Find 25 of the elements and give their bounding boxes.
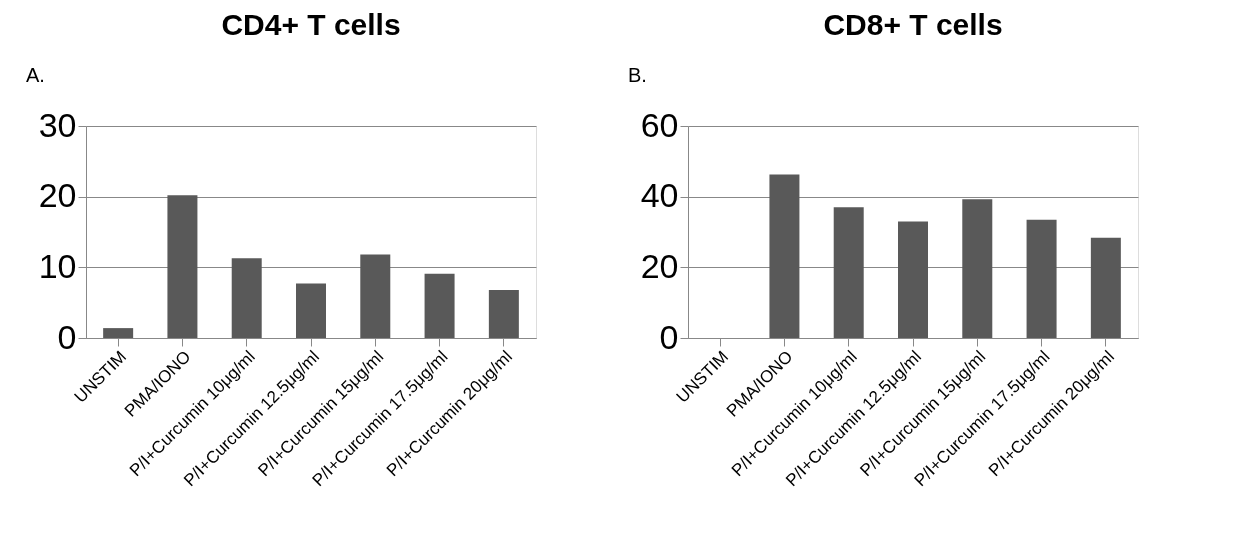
y-tick-label: 10 [38,246,77,285]
y-tick-label: 30 [38,105,77,144]
bar [962,199,993,338]
bar [103,328,134,338]
chart-title: CD4+ T cells [221,8,401,41]
bar [898,221,928,338]
y-tick-label: 60 [640,105,679,144]
bar [296,283,326,338]
text: B. [628,64,647,86]
y-tick-label: 0 [57,317,77,356]
y-tick-label: 20 [640,246,679,285]
chart-title: CD8+ T cells [823,8,1003,41]
bar [1090,237,1121,338]
bar [488,289,519,338]
y-tick-label: 0 [659,317,679,356]
text: A. [26,64,45,86]
bar [424,273,455,338]
bar [167,195,198,338]
bar [833,207,864,338]
y-tick-label: 40 [640,176,679,215]
bar [360,254,391,338]
y-tick-label: 20 [38,176,77,215]
bar [769,174,800,338]
bar [231,258,262,338]
bar [1026,219,1057,338]
